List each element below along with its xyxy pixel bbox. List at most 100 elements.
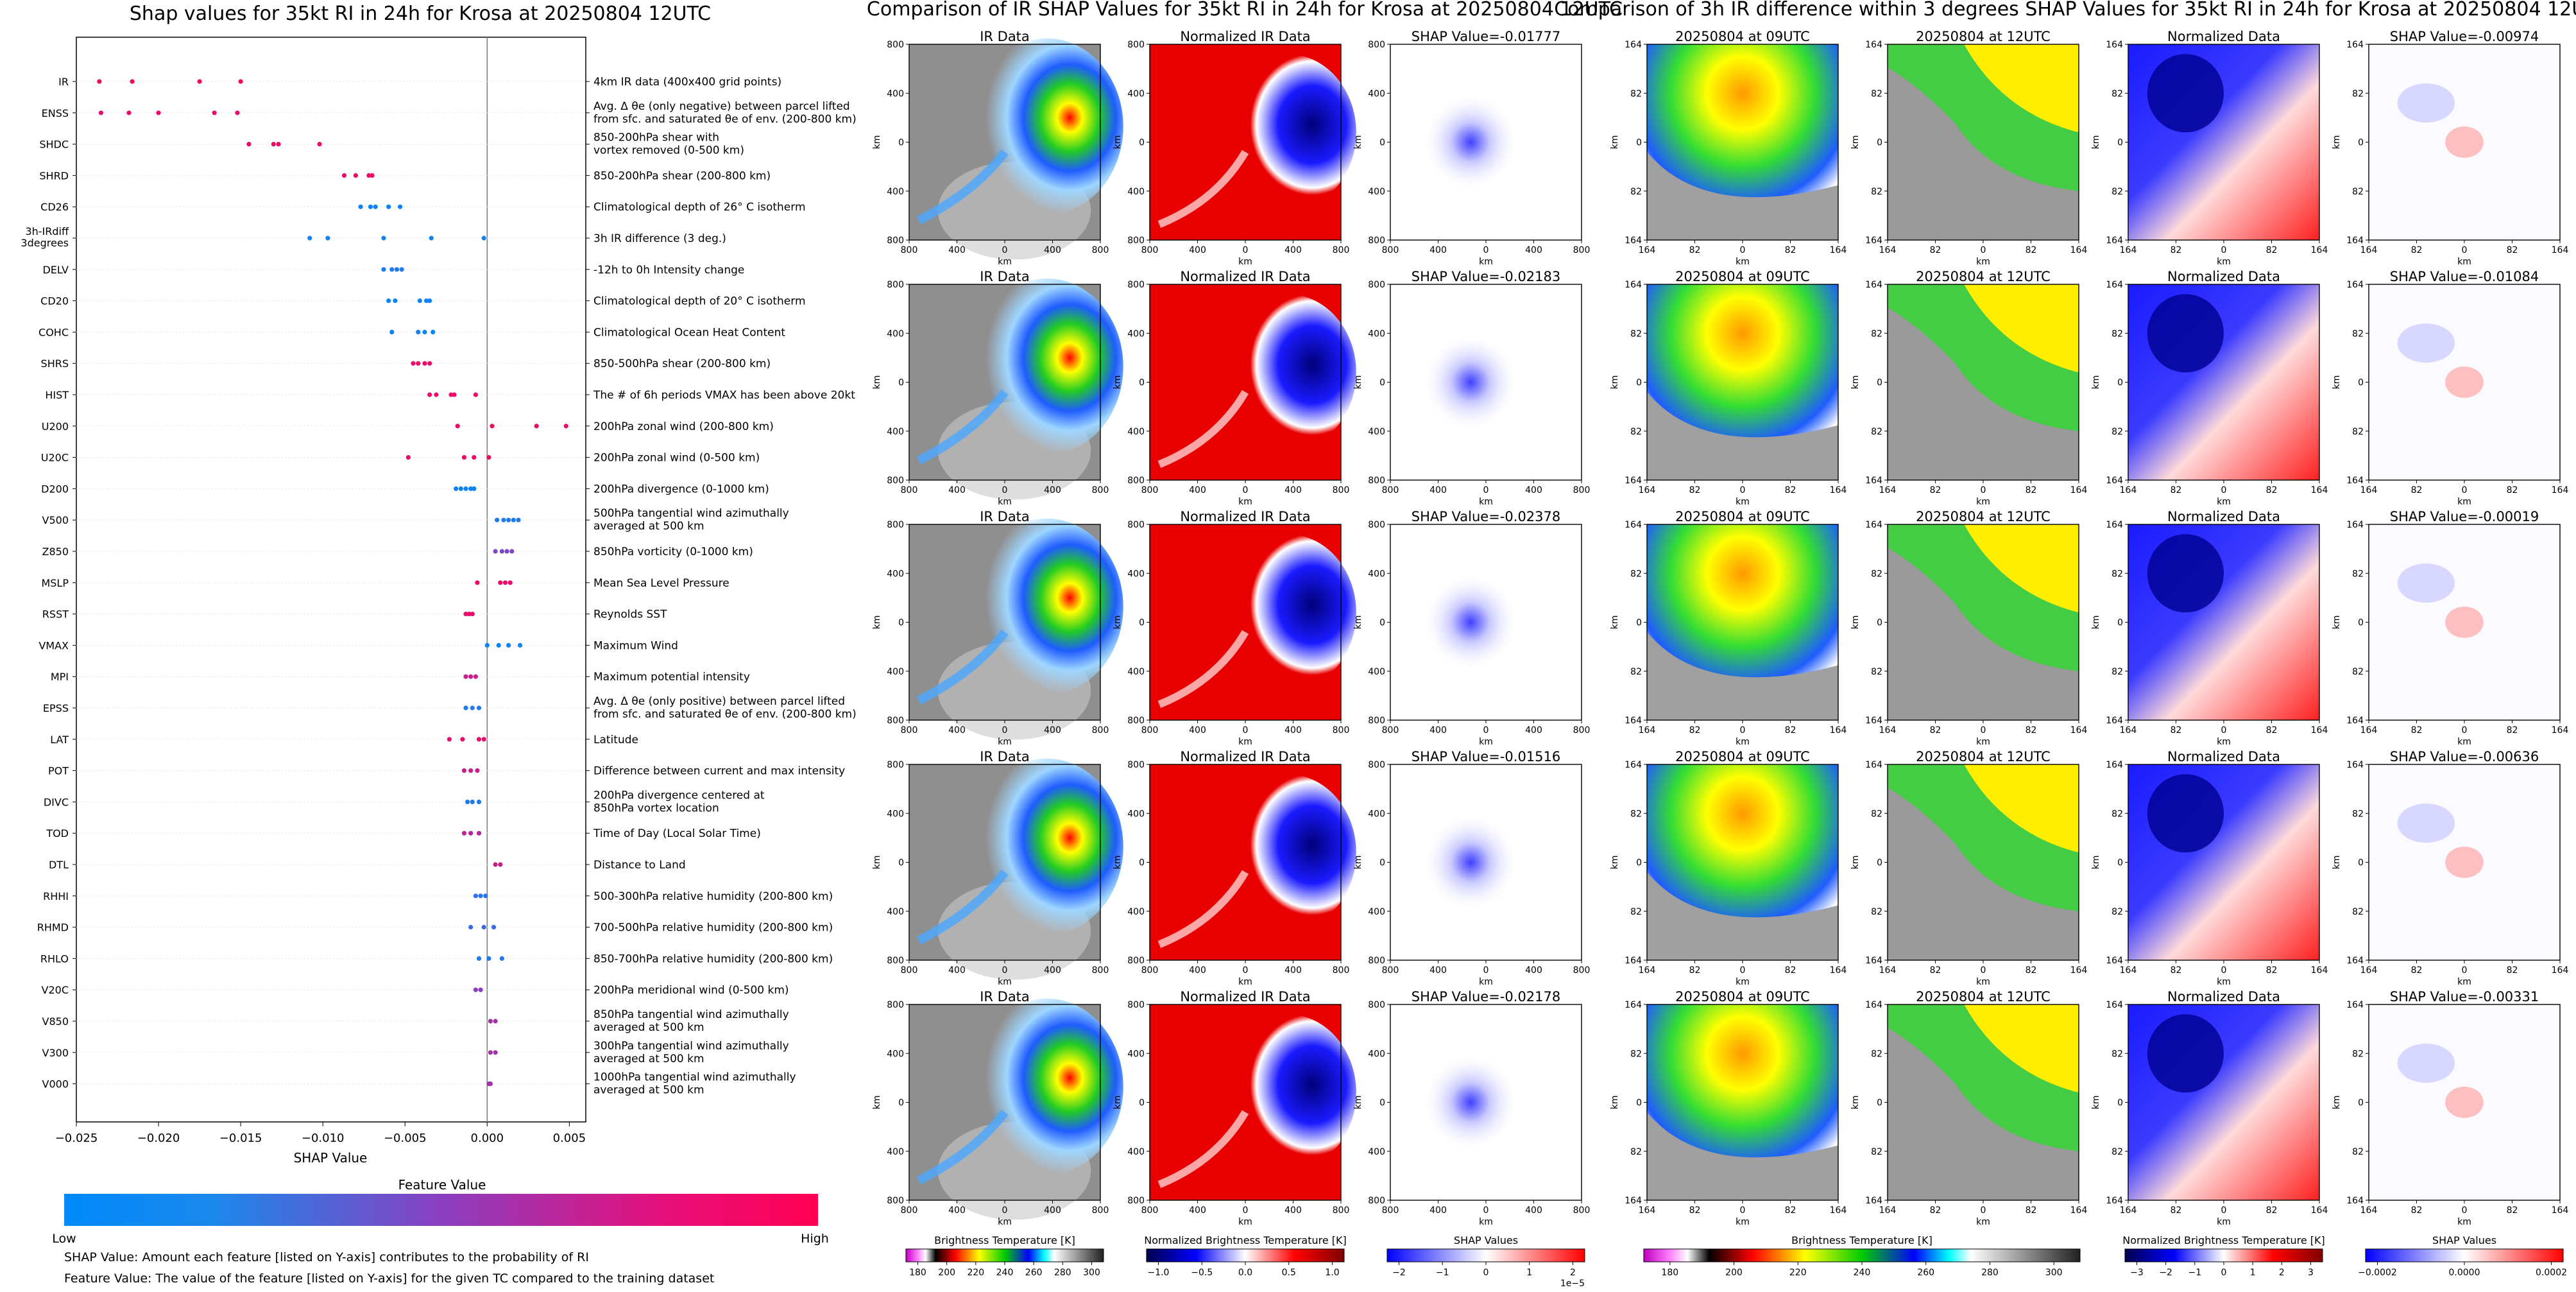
x-tick-label: 400: [1429, 965, 1447, 976]
y-tick-label: 82: [2352, 1147, 2364, 1157]
x-tick-label: 0: [1981, 965, 1986, 976]
shap-point: [496, 642, 501, 648]
y-axis-label: km: [2091, 1096, 2101, 1110]
x-axis-label: km: [2457, 1217, 2471, 1227]
feature-label: MSLP: [41, 577, 69, 589]
x-tick-label: 800: [1333, 725, 1350, 736]
shap-point: [563, 424, 568, 429]
image-panel: 20250804 at 12UTC1641648282008282164164k…: [1850, 989, 2087, 1227]
shap-point: [504, 549, 509, 554]
colorbar-tick-label: 1: [1526, 1268, 1532, 1278]
norm-band: [1157, 630, 1249, 709]
y-axis-label: km: [1353, 856, 1363, 870]
y-tick-label: 0: [898, 618, 904, 628]
panel-title: SHAP Value=-0.02378: [1412, 509, 1561, 524]
x-axis-label: km: [1238, 497, 1252, 507]
t2-core: [1964, 44, 2079, 133]
shap-point: [475, 768, 480, 773]
x-tick-label: 82: [1930, 485, 1941, 495]
x-tick-label: 0: [1483, 725, 1489, 736]
shap-point: [358, 204, 363, 209]
shap-point: [478, 893, 483, 899]
y-axis-label: km: [1353, 135, 1363, 150]
feature-description: 200hPa zonal wind (200-800 km): [593, 420, 774, 433]
x-axis-label: km: [2217, 1217, 2231, 1227]
y-tick-label: 400: [887, 569, 904, 579]
panel-title: Normalized Data: [2167, 749, 2280, 764]
colorbar: Brightness Temperature [K] 180 200 220 240 26…: [905, 1234, 1104, 1278]
shap-summary-plot: IR 4km IR data (400x400 grid points) ENSS A…: [21, 37, 857, 1166]
x-tick-label: 0: [1483, 965, 1489, 976]
x-tick-label: 82: [1689, 725, 1701, 736]
shap2-spot: [2445, 1087, 2484, 1118]
x-tick-label: 82: [2507, 725, 2518, 736]
panel-title: 20250804 at 09UTC: [1675, 269, 1810, 284]
y-tick-label: 0: [1379, 858, 1385, 868]
y-tick-label: 800: [887, 520, 904, 530]
y-tick-label: 0: [1379, 618, 1385, 628]
shap-point: [461, 831, 467, 836]
feature-label: VMAX: [38, 639, 69, 651]
x-tick-label: 400: [948, 965, 966, 976]
x-tick-label: 0: [1740, 1205, 1746, 1216]
shap-spot: [1422, 813, 1519, 911]
y-tick-label: 164: [2106, 476, 2123, 486]
y-tick-label: 400: [887, 427, 904, 437]
shap-point: [197, 79, 202, 84]
colorbar-tick-label: 2: [2279, 1268, 2285, 1278]
shap-point: [366, 173, 371, 178]
shap-point: [463, 486, 468, 492]
x-axis-label: SHAP Value: [294, 1150, 368, 1166]
x-tick-label: 164: [2360, 965, 2378, 976]
y-tick-label: 82: [2352, 1049, 2364, 1059]
feature-label: SHDC: [39, 139, 69, 151]
y-tick-label: 0: [1139, 138, 1145, 148]
y-tick-label: 400: [1127, 569, 1145, 579]
x-tick-label: 400: [1284, 1205, 1302, 1216]
y-axis-label: km: [2332, 616, 2342, 630]
shap-point: [493, 1019, 498, 1024]
norm-storm: [1218, 294, 1356, 451]
y-tick-label: 82: [1630, 1049, 1642, 1059]
y-axis-label: km: [1113, 1096, 1123, 1110]
y-tick-label: 82: [1871, 1049, 1882, 1059]
y-tick-label: 0: [2117, 858, 2123, 868]
y-tick-label: 0: [1877, 378, 1882, 388]
y-tick-label: 82: [2111, 89, 2123, 99]
shap2-spot: [2397, 564, 2455, 603]
x-tick-label: 400: [948, 1205, 966, 1216]
shap2-spot: [2445, 126, 2484, 158]
colorbar: SHAP Values −2 −1 0 1 21e−5: [1386, 1234, 1585, 1289]
y-tick-label: 164: [1865, 476, 1882, 486]
x-axis-label: km: [1479, 497, 1493, 507]
x-tick-label: 400: [1525, 485, 1542, 495]
shap-spot: [1422, 1053, 1519, 1151]
x-tick-label: 0.005: [553, 1132, 586, 1145]
shap2-spot: [2445, 607, 2484, 638]
feature-label: IR: [58, 76, 69, 88]
colorbar-tick-label: 200: [938, 1268, 955, 1278]
x-tick-label: 400: [948, 245, 966, 255]
y-tick-label: 400: [1127, 667, 1145, 677]
y-axis-label: km: [2332, 1096, 2342, 1110]
y-tick-label: 164: [2346, 716, 2364, 726]
x-tick-label: 82: [2266, 1205, 2278, 1216]
y-axis-label: km: [1610, 135, 1620, 150]
shap-spot: [1422, 333, 1519, 431]
shap-point: [534, 424, 539, 429]
shap-point: [454, 486, 459, 492]
y-tick-label: 400: [887, 1147, 904, 1157]
x-tick-label: 82: [2266, 485, 2278, 495]
x-tick-label: 82: [2411, 725, 2423, 736]
y-tick-label: 82: [2111, 427, 2123, 437]
norm-storm: [1218, 1014, 1356, 1171]
x-tick-label: 400: [1189, 485, 1206, 495]
x-tick-label: 800: [1382, 245, 1399, 255]
x-axis-label: km: [2457, 977, 2471, 987]
colorbar: Normalized Brightness Temperature [K] −1.…: [1144, 1234, 1347, 1278]
y-tick-label: 400: [1368, 89, 1385, 99]
x-tick-label: 0: [1981, 245, 1986, 255]
shap-point: [235, 110, 240, 116]
y-tick-label: 164: [2346, 760, 2364, 770]
x-tick-label: 400: [1429, 245, 1447, 255]
